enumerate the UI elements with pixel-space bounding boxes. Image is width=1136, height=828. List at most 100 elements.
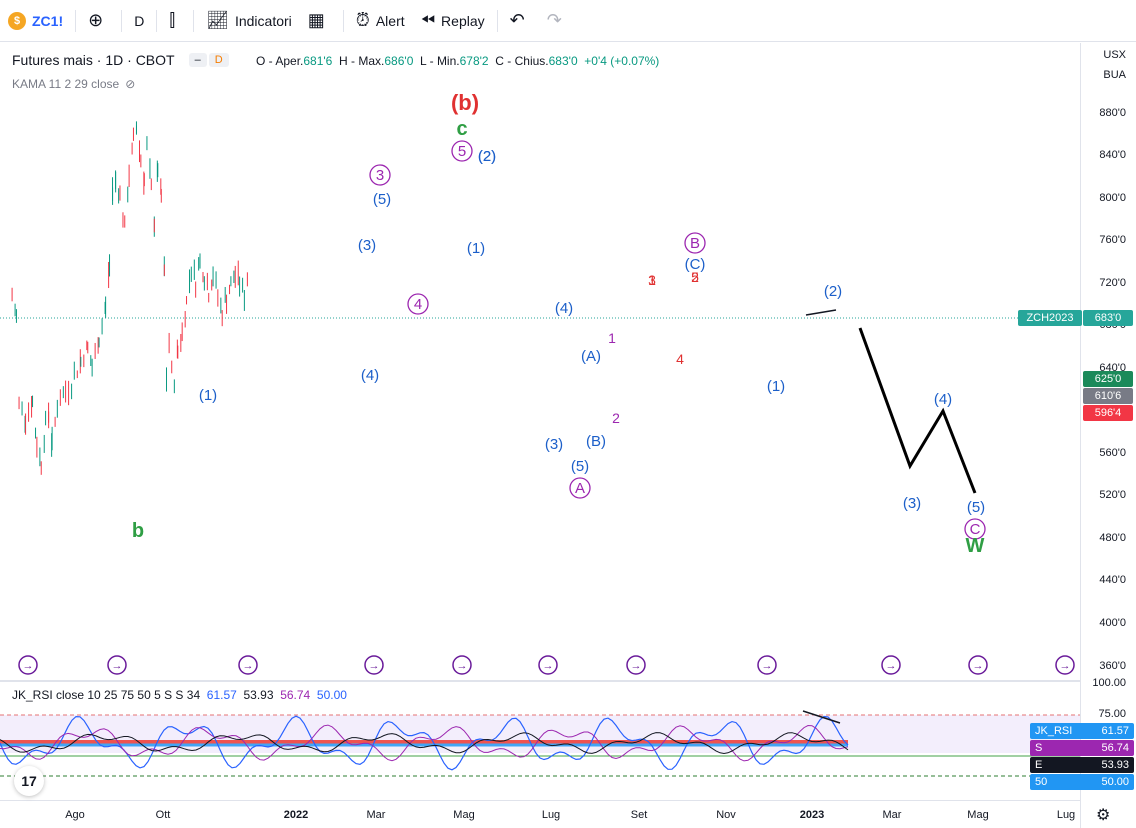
price-tick-label: 440'0 <box>1099 574 1126 586</box>
wave-label[interactable]: (4) <box>555 300 573 317</box>
wave-label[interactable]: 4 <box>676 351 684 367</box>
low-value: 678'2 <box>459 54 489 68</box>
chart-type-button[interactable]: ⫿ <box>161 0 189 42</box>
wave-label[interactable]: (4) <box>361 367 379 384</box>
interval-label: D <box>134 12 145 29</box>
session-marker-icon[interactable] <box>968 655 988 675</box>
session-marker-icon[interactable] <box>364 655 384 675</box>
unit-label[interactable]: BUA <box>1103 69 1126 81</box>
undo-button[interactable]: ↶ <box>502 0 539 42</box>
rsi-tag-50: 50 50.00 <box>1030 774 1134 790</box>
arrow-right-icon: → <box>631 660 642 672</box>
session-marker-icon[interactable] <box>452 655 472 675</box>
wave-label[interactable]: 4 <box>414 296 422 313</box>
indicators-button[interactable]: 📈︎ Indicatori <box>198 0 300 42</box>
arrow-right-icon: → <box>973 660 984 672</box>
templates-button[interactable]: ▦ <box>300 0 339 42</box>
wave-label[interactable]: (1) <box>199 387 217 404</box>
pane-resize-handle[interactable] <box>0 680 1080 682</box>
eye-crossed-icon[interactable]: ⊘ <box>125 77 136 91</box>
wave-label[interactable]: (2) <box>478 148 496 165</box>
symbol-label: ZC1! <box>32 12 64 29</box>
wave-label[interactable]: (5) <box>967 499 985 516</box>
wave-label-circle <box>451 140 473 162</box>
session-marker-icon[interactable] <box>107 655 127 675</box>
wave-label[interactable]: (2) <box>478 148 496 165</box>
wave-label[interactable]: B <box>690 235 700 252</box>
currency-label[interactable]: USX <box>1103 49 1126 61</box>
session-marker-icon[interactable] <box>757 655 777 675</box>
wave-label[interactable]: (3) <box>903 495 921 512</box>
wave-label[interactable]: c <box>456 118 467 140</box>
wave-label[interactable]: (4) <box>934 391 952 408</box>
redo-button[interactable]: ↷ <box>539 0 576 42</box>
change-value: +0'4 (+0.07%) <box>584 54 660 68</box>
arrow-right-icon: → <box>1060 660 1071 672</box>
wave-label[interactable]: b <box>132 520 144 542</box>
wave-label[interactable]: 5 <box>458 143 466 160</box>
rsi-line <box>0 732 849 755</box>
session-marker-icon[interactable] <box>538 655 558 675</box>
projection-path[interactable] <box>858 327 977 494</box>
replay-button[interactable]: ⏪︎ Replay <box>413 0 493 42</box>
rsi-legend[interactable]: JK_RSI close 10 25 75 50 5 S S 34 61.57 … <box>12 688 347 702</box>
session-marker-icon[interactable] <box>1055 655 1075 675</box>
wave-label[interactable]: 2 <box>691 269 699 285</box>
wave-label[interactable]: (5) <box>571 458 589 475</box>
alert-label: Alert <box>375 12 405 29</box>
wave-label[interactable]: 1 <box>648 272 656 288</box>
chart-legend: Futures mais · 1D · CBOT – D <box>12 52 229 68</box>
price-scale[interactable]: USX BUA 880'0840'0800'0760'0720'0680'064… <box>1080 43 1136 828</box>
wave-label[interactable]: (3) <box>358 237 376 254</box>
alert-button[interactable]: ⏰︎ Alert <box>348 0 413 42</box>
replay-label: Replay <box>441 12 485 29</box>
wave-label[interactable]: A <box>575 480 585 497</box>
rsi-divergence-line[interactable] <box>802 710 841 724</box>
indicators-icon: 📈︎ <box>206 10 229 30</box>
divider <box>342 9 344 32</box>
tradingview-logo[interactable]: 17 <box>14 766 44 796</box>
wave-label[interactable]: W <box>966 535 985 557</box>
divider <box>156 9 158 32</box>
compare-symbol-button[interactable]: ⊕ <box>80 0 117 42</box>
session-marker-icon[interactable] <box>238 655 258 675</box>
wave-label[interactable]: (3) <box>545 436 563 453</box>
rsi-value-1: 61.57 <box>206 688 237 702</box>
wave-label[interactable]: (C) <box>685 256 706 273</box>
interval-button[interactable]: D <box>126 0 152 42</box>
arrow-right-icon: → <box>886 660 897 672</box>
rsi-tag-s-value: 56.74 <box>1101 742 1129 754</box>
wave-label[interactable]: 3 <box>376 167 384 184</box>
arrow-right-icon: → <box>762 660 773 672</box>
trendline-wave-2[interactable] <box>805 309 837 316</box>
close-label: C - Chius. <box>495 54 549 68</box>
wave-label[interactable]: (1) <box>467 240 485 257</box>
symbol-search-button[interactable]: $ ZC1! <box>0 0 71 42</box>
wave-label[interactable]: (1) <box>767 378 785 395</box>
price-tick-label: 560'0 <box>1099 447 1126 459</box>
wave-label[interactable]: (B) <box>586 433 606 450</box>
market-status[interactable]: – D <box>188 53 229 67</box>
wave-label[interactable]: 1 <box>608 330 616 346</box>
wave-label[interactable]: (A) <box>581 348 601 365</box>
chart-canvas[interactable]: (b)c5 (2)3(5)(3) (1)4(4)(1)1(2)2b(4)(A)1 2(… <box>0 43 1080 801</box>
high-value: 686'0 <box>384 54 414 68</box>
gear-icon[interactable]: ⚙ <box>1096 807 1111 824</box>
wave-label[interactable]: 5 <box>691 269 699 285</box>
wave-label[interactable]: 2 <box>612 410 620 426</box>
wave-label[interactable]: (2) <box>824 283 842 300</box>
arrow-right-icon: → <box>112 660 123 672</box>
wave-label[interactable]: (b) <box>451 90 479 115</box>
indicator-legend[interactable]: KAMA 11 2 29 close ⊘ <box>12 77 135 91</box>
last-price-tag: 683'0 <box>1083 310 1133 326</box>
wave-label[interactable]: 3 <box>648 272 656 288</box>
session-marker-icon[interactable] <box>626 655 646 675</box>
wave-label[interactable]: (5) <box>373 191 391 208</box>
rsi-tag-e-label: E <box>1035 759 1043 771</box>
time-axis[interactable]: Ago Ott 2022 Mar Mag Lug Set Nov 2023 Mar Mag Lug <box>0 800 1080 828</box>
divider <box>496 9 498 32</box>
session-marker-icon[interactable] <box>881 655 901 675</box>
session-marker-icon[interactable] <box>18 655 38 675</box>
wave-label[interactable]: C <box>970 521 981 538</box>
